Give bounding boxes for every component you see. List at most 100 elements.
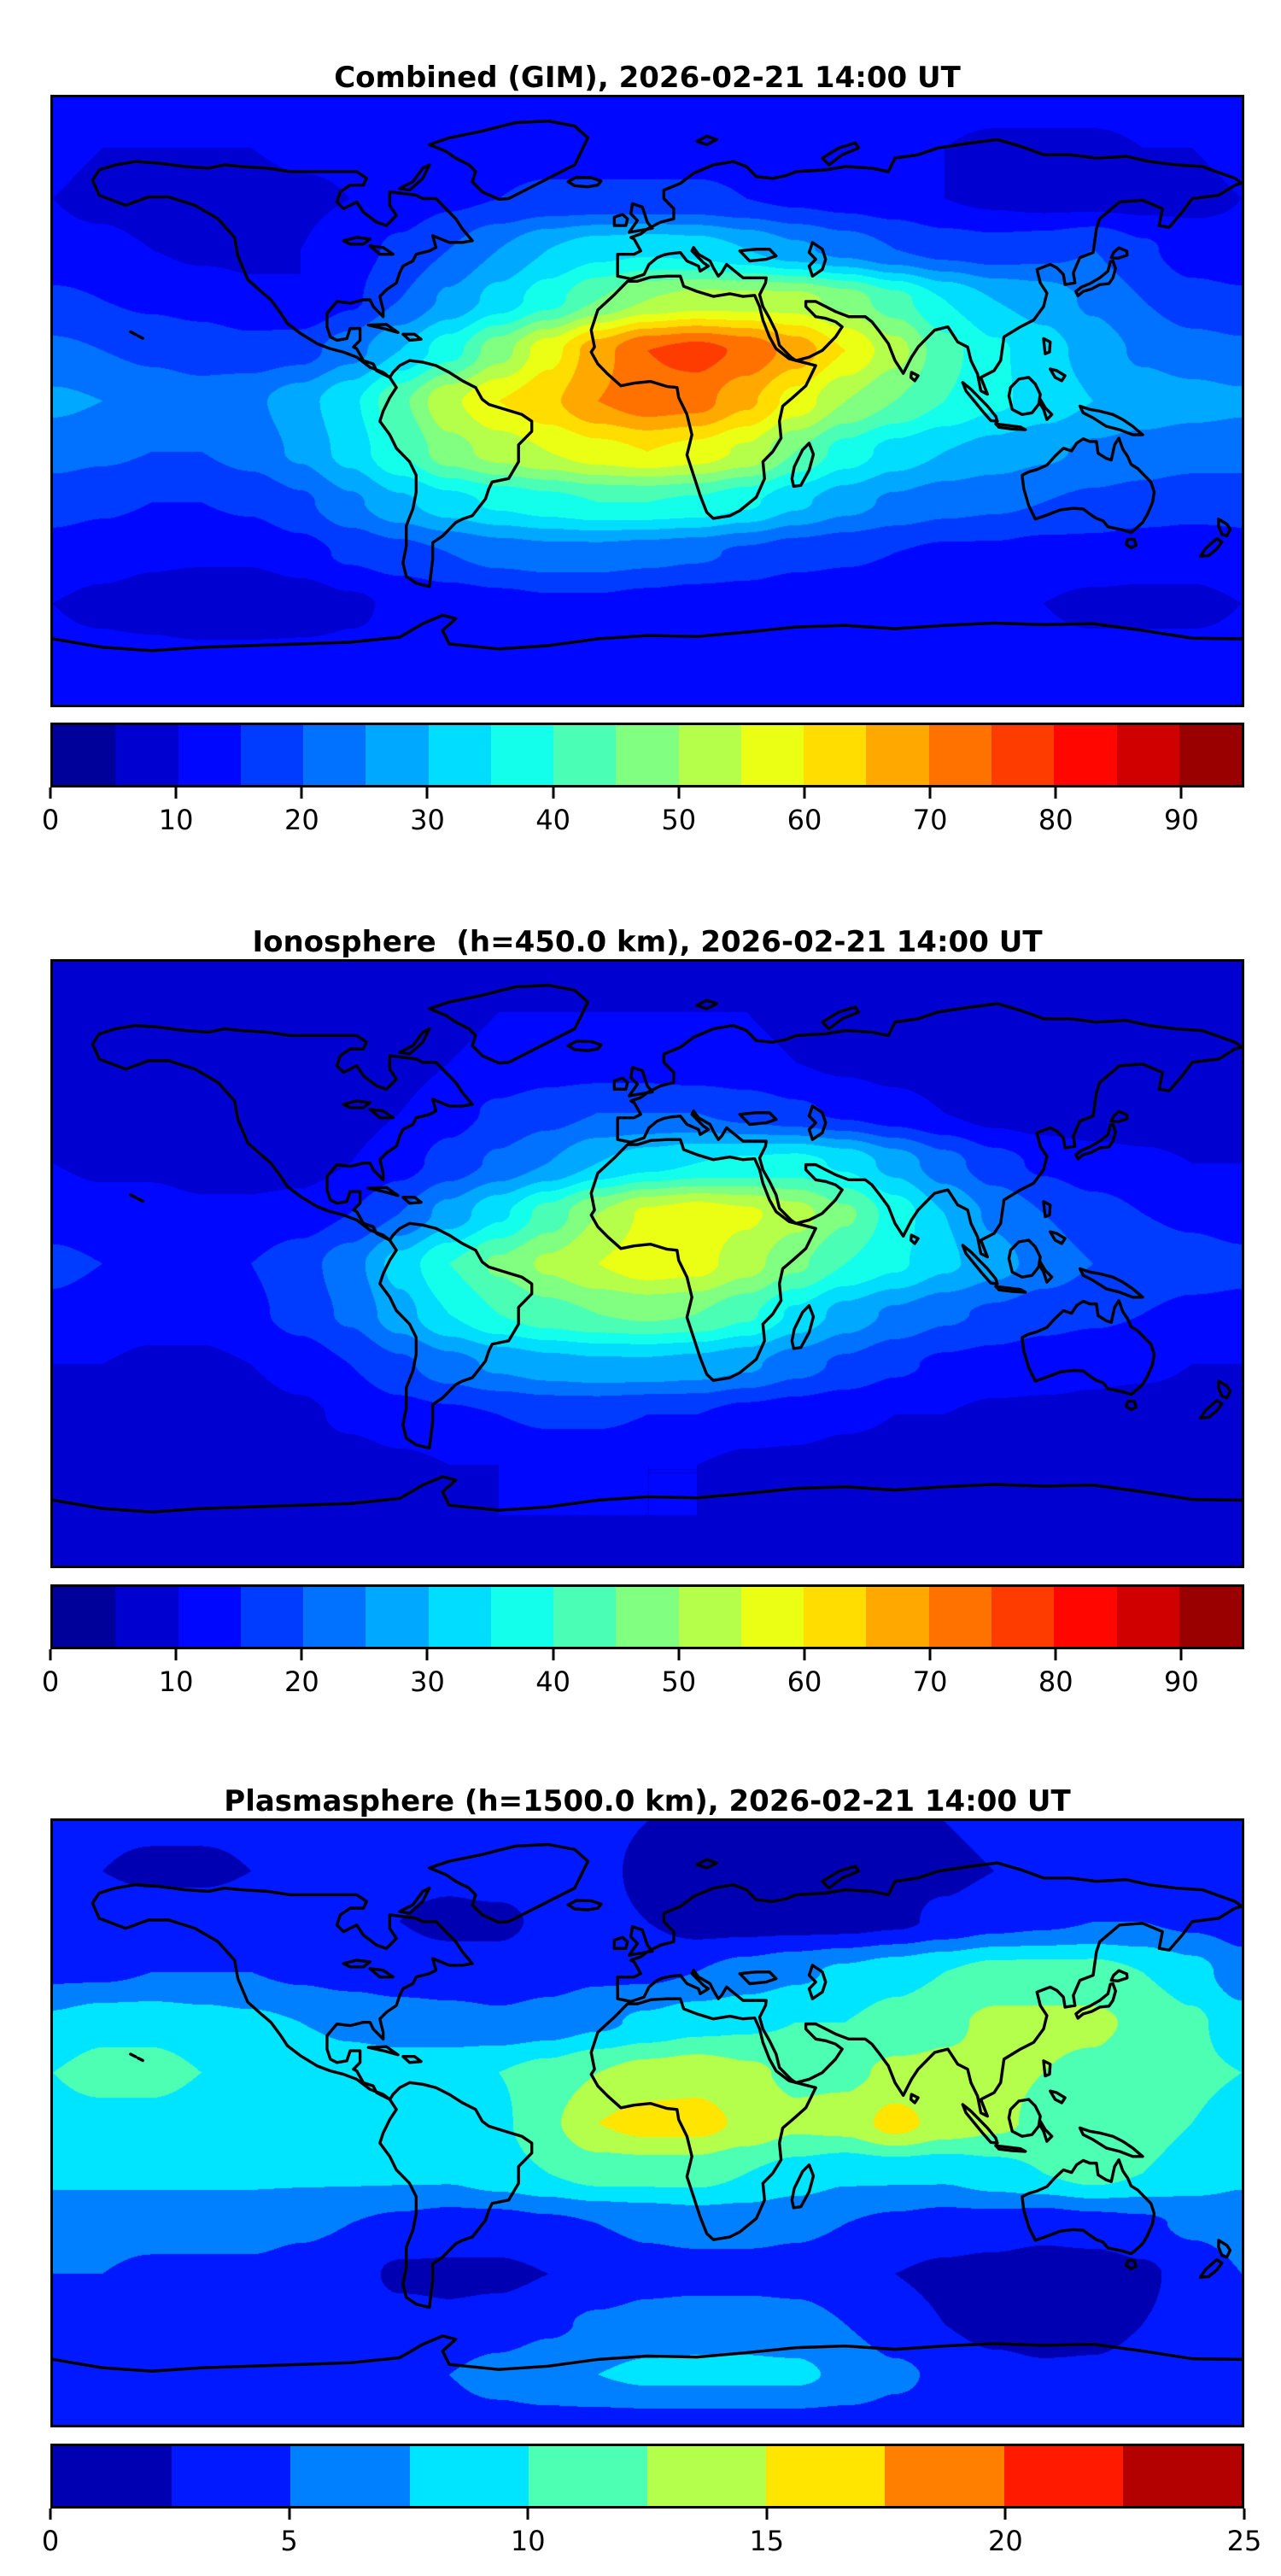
colorbar-tick [1054,787,1057,799]
colorbar-ticks [49,1649,1244,1661]
colorbar-tick-label: 20 [988,2525,1023,2557]
colorbar-tick [803,787,806,799]
colorbar-tick-label: 0 [41,804,60,836]
colorbar-tick [1243,2509,1246,2520]
colorbar-segment [115,725,178,785]
colorbar-tick-label: 20 [284,804,319,836]
colorbar-segment [528,2446,648,2506]
tec-field-canvas [53,1821,1242,2425]
colorbar-segment [178,725,241,785]
colorbar-segment [1116,725,1179,785]
panel-plasmasphere: Plasmasphere (h=1500.0 km), 2026-02-21 1… [0,1756,1281,2576]
colorbar-segment [178,1587,241,1647]
colorbar-tick [425,1649,429,1660]
colorbar-segment [303,725,366,785]
colorbar-segment [53,2446,173,2506]
colorbar-tick-label: 10 [158,1666,194,1698]
colorbar-tick-labels: 0 5 10 15 20 25 [42,2524,1262,2561]
colorbar-segment [885,2446,1004,2506]
colorbar-tick [300,787,303,799]
colorbar-tick [552,1649,555,1660]
colorbar-tick-labels: 0 10 20 30 40 50 60 70 80 90 [42,1665,1244,1702]
colorbar-tick [526,2509,529,2520]
colorbar-tick-label: 30 [410,1666,445,1698]
colorbar [50,723,1244,787]
colorbar-segment [290,2446,410,2506]
colorbar-tick-label: 50 [661,1666,697,1698]
colorbar-segment [866,1587,929,1647]
colorbar-tick-label: 5 [280,2525,298,2557]
colorbar-segment [1054,1587,1117,1647]
coastlines [53,962,1242,1566]
colorbar-tick [1003,2509,1007,2520]
panel-title: Ionosphere (h=450.0 km), 2026-02-21 14:0… [252,925,1043,960]
colorbar-tick-label: 80 [1038,1666,1073,1698]
colorbar-segment [366,1587,429,1647]
colorbar-segment [172,2446,291,2506]
colorbar-tick-label: 40 [535,804,570,836]
colorbar-segment [428,1587,491,1647]
colorbar-tick-label: 40 [535,1666,570,1698]
colorbar-tick-label: 10 [158,804,194,836]
colorbar-segment [866,725,929,785]
colorbar-tick-labels: 0 10 20 30 40 50 60 70 80 90 [42,803,1244,840]
colorbar-segment [428,725,491,785]
colorbar-tick [765,2509,769,2520]
coastlines [53,97,1242,705]
colorbar-tick [425,787,429,799]
colorbar-segment [53,1587,116,1647]
colorbar-segment [553,725,617,785]
colorbar-tick-label: 30 [410,804,445,836]
colorbar-tick [677,787,681,799]
tec-field-canvas [53,962,1242,1566]
colorbar-tick-label: 20 [284,1666,319,1698]
colorbar-tick-label: 0 [41,1666,60,1698]
colorbar-segment [1054,725,1117,785]
colorbar-segment [804,1587,867,1647]
panel-title: Plasmasphere (h=1500.0 km), 2026-02-21 1… [224,1784,1071,1819]
colorbar-tick [928,787,932,799]
colorbar-tick [49,2509,52,2520]
colorbar-tick-label: 15 [749,2525,785,2557]
colorbar-segment [490,725,554,785]
colorbar-segment [928,725,991,785]
colorbar-segment [553,1587,617,1647]
colorbar-tick [49,1649,52,1660]
colorbar-segment [240,725,304,785]
colorbar-tick [288,2509,291,2520]
colorbar-ticks [49,2509,1246,2520]
colorbar-tick [1054,1649,1057,1660]
colorbar-tick-label: 25 [1226,2525,1262,2557]
colorbar-segment [678,725,741,785]
colorbar-segment [490,1587,554,1647]
colorbar-ticks [49,787,1244,799]
colorbar-segment [766,2446,886,2506]
tec-field-canvas [53,97,1242,705]
colorbar-segment [991,1587,1055,1647]
colorbar-tick [174,1649,178,1660]
colorbar-tick [49,787,52,799]
colorbar-segment [303,1587,366,1647]
colorbar-segment [1179,725,1243,785]
colorbar-tick-label: 90 [1164,804,1199,836]
combined-gim-map [50,95,1244,707]
colorbar-segment [616,1587,679,1647]
colorbar-tick-label: 10 [510,2525,546,2557]
colorbar-tick-label: 70 [912,1666,948,1698]
colorbar-segment [1003,2446,1123,2506]
colorbar-tick-label: 90 [1164,1666,1199,1698]
colorbar-tick [174,787,178,799]
colorbar-tick [1179,1649,1183,1660]
colorbar-tick-label: 60 [787,804,822,836]
colorbar-segment [1122,2446,1243,2506]
coastlines [53,1821,1242,2425]
panel-combined-gim: Combined (GIM), 2026-02-21 14:00 UT 0 10 2… [0,32,1281,852]
colorbar-segment [240,1587,304,1647]
colorbar-segment [115,1587,178,1647]
colorbar-segment [678,1587,741,1647]
colorbar-segment [1179,1587,1243,1647]
panel-title: Combined (GIM), 2026-02-21 14:00 UT [334,61,961,96]
colorbar-segment [1116,1587,1179,1647]
colorbar-tick [928,1649,932,1660]
colorbar-segment [928,1587,991,1647]
